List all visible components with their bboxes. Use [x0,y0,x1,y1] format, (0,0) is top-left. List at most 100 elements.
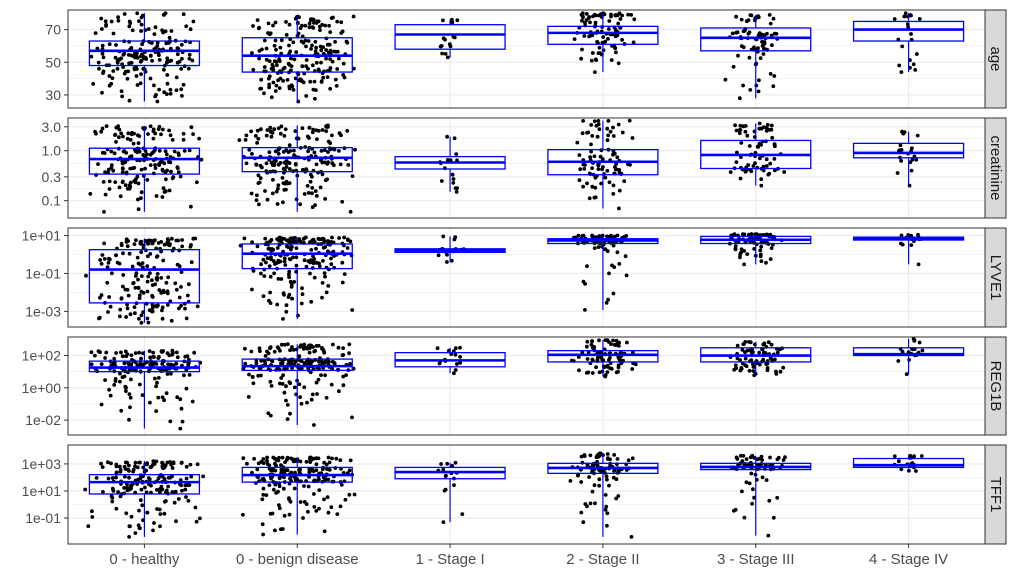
data-point [578,167,583,172]
data-point [147,308,152,313]
data-point [267,59,272,63]
data-point [347,492,352,497]
data-point [199,157,204,162]
data-point [155,44,160,48]
data-point [250,152,254,156]
data-point [125,288,130,292]
data-point [98,258,103,262]
data-point [741,342,746,346]
data-point [590,489,595,494]
data-point [613,34,618,39]
data-point [118,371,122,376]
data-point [748,88,753,92]
data-point [904,372,909,377]
data-point [579,56,583,61]
data-point [175,166,180,171]
data-point [201,474,206,479]
data-point [737,131,742,136]
data-point [612,234,617,239]
data-point [277,235,282,240]
data-point [138,476,143,481]
data-point [259,262,263,267]
data-point [592,154,597,159]
data-point [114,351,118,355]
data-point [597,483,602,488]
data-point [325,75,330,79]
data-point [267,82,272,87]
data-point [145,264,150,269]
data-point [310,186,315,190]
data-point [761,168,766,173]
data-point [149,483,153,488]
data-point [131,467,136,472]
data-point [580,131,585,136]
data-point [914,469,918,473]
data-point [313,96,317,101]
data-point [136,141,141,146]
data-point [631,40,636,45]
data-point [313,39,318,44]
data-point [107,257,112,262]
data-point [331,15,335,20]
box-iqr [852,142,965,159]
data-point [148,252,153,256]
data-point [93,31,98,35]
data-point [338,162,343,167]
data-point [137,508,141,513]
data-point [112,383,117,387]
data-point [751,164,756,168]
data-point [145,240,150,245]
data-point [152,521,156,525]
data-point [251,67,256,72]
data-point [312,505,317,509]
data-point [98,350,102,355]
data-point [268,129,273,134]
data-point [109,461,113,466]
data-point [127,186,132,191]
data-point [148,355,153,360]
data-point [155,380,159,385]
data-point [143,468,148,473]
data-point [919,454,924,458]
data-point [910,146,914,151]
data-point [587,15,592,19]
data-point [450,172,455,177]
data-point [137,19,141,24]
data-point [180,56,184,61]
data-point [140,13,145,18]
data-point [113,379,118,383]
data-point [909,168,914,173]
data-point [117,464,122,469]
data-point [106,460,110,465]
data-point [140,503,145,508]
panel-background [68,10,985,108]
data-point [764,164,769,168]
data-point [180,244,185,249]
data-point [603,373,608,377]
data-point [170,466,175,470]
data-point [274,47,278,52]
data-point [316,377,321,382]
box-iqr [700,27,812,52]
data-point [291,348,296,352]
data-point [597,45,602,50]
data-point [321,347,325,352]
data-point [135,255,140,260]
data-point [181,131,186,136]
data-point [310,130,315,135]
data-point [335,512,340,516]
data-point [132,165,137,170]
data-point [243,346,247,351]
data-point [309,397,314,402]
data-point [254,361,259,366]
data-point [738,127,743,132]
data-point [268,379,273,384]
data-point [259,271,263,276]
data-point [158,512,163,516]
data-point [617,357,622,362]
data-point [100,150,105,155]
data-point [281,317,285,321]
data-point [632,17,637,22]
data-point [781,365,786,370]
data-point [99,362,104,366]
